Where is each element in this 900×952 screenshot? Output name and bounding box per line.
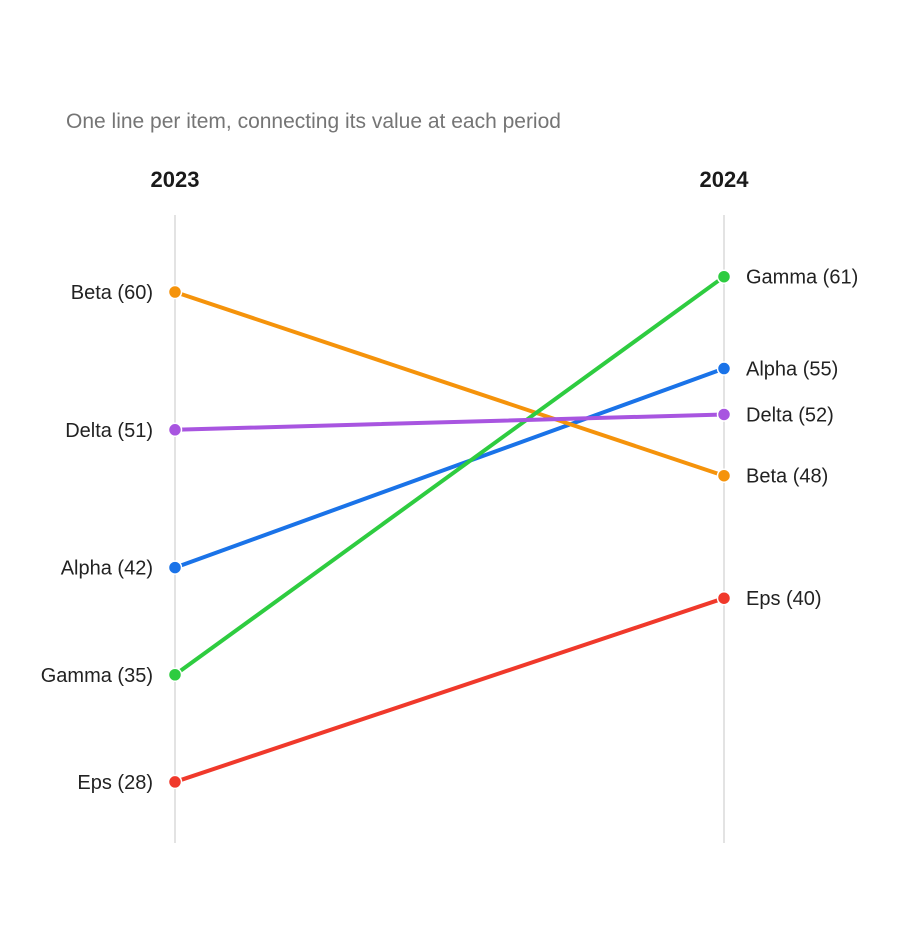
label-alpha-2023: Alpha (42) bbox=[61, 558, 153, 580]
series-line-eps bbox=[173, 596, 726, 784]
label-delta-2023: Delta (51) bbox=[65, 420, 153, 442]
series-line-gamma bbox=[173, 274, 726, 677]
series-line-alpha bbox=[173, 366, 726, 570]
point-gamma-2024 bbox=[716, 269, 732, 284]
point-delta-2024 bbox=[716, 407, 732, 422]
period-label-2023: 2023 bbox=[151, 167, 200, 192]
series-line-delta bbox=[173, 412, 726, 432]
point-beta-2024 bbox=[716, 468, 732, 483]
point-gamma-2023 bbox=[167, 667, 183, 682]
label-gamma-2024: Gamma (61) bbox=[746, 267, 858, 289]
period-label-2024: 2024 bbox=[700, 167, 750, 192]
label-eps-2024: Eps (40) bbox=[746, 588, 822, 610]
label-delta-2024: Delta (52) bbox=[746, 404, 834, 426]
label-beta-2023: Beta (60) bbox=[71, 282, 153, 304]
chart-subtitle: One line per item, connecting its value … bbox=[66, 110, 561, 133]
point-alpha-2024 bbox=[716, 361, 732, 376]
point-delta-2023 bbox=[167, 422, 183, 438]
point-eps-2024 bbox=[716, 590, 732, 606]
series-line-beta bbox=[173, 290, 726, 478]
label-eps-2023: Eps (28) bbox=[77, 772, 153, 794]
label-alpha-2024: Alpha (55) bbox=[746, 359, 838, 381]
series-layer: Alpha (42) Alpha (55) Beta (60) Beta (48) Ga… bbox=[41, 267, 859, 794]
point-alpha-2023 bbox=[167, 560, 183, 575]
label-beta-2024: Beta (48) bbox=[746, 466, 828, 488]
point-beta-2023 bbox=[167, 284, 183, 300]
label-gamma-2023: Gamma (35) bbox=[41, 665, 153, 687]
point-eps-2023 bbox=[167, 774, 183, 790]
